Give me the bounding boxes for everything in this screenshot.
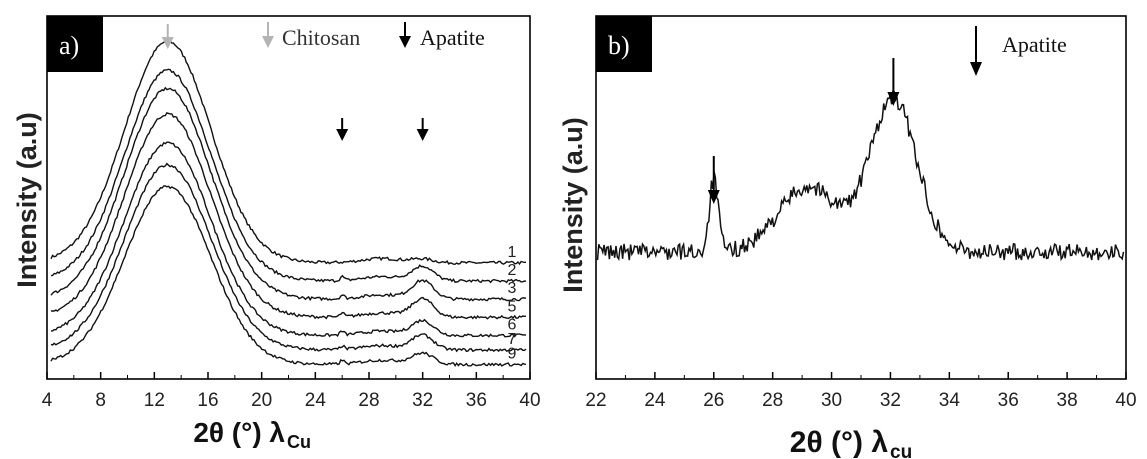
panel-b-x-ticks: 22 24 26 28 30 32 34 36 38 40 (585, 372, 1137, 411)
x-tick-label: 24 (305, 390, 327, 411)
x-tick-label: 22 (585, 390, 606, 411)
x-tick-label: 28 (762, 390, 783, 411)
panel-b-label: b) (608, 31, 630, 60)
series-label-2: 2 (508, 262, 517, 279)
series-line-3 (50, 86, 527, 302)
x-tick-label: 32 (880, 390, 901, 411)
legend-apatite-label: Apatite (420, 25, 485, 50)
legend-apatite-label: Apatite (1002, 32, 1067, 57)
series-line-2 (50, 68, 527, 284)
legend-apatite-arrowhead-icon (970, 62, 982, 76)
x-tick-label: 36 (998, 390, 1019, 411)
legend-chitosan-label: Chitosan (282, 25, 360, 50)
series-label-6: 6 (508, 316, 517, 333)
series-label-3: 3 (508, 280, 517, 297)
panel-b-x-axis-label: 2θ (°) λ (790, 426, 889, 459)
x-tick-label: 20 (251, 390, 272, 411)
panel-b-peak-markers (707, 58, 900, 204)
peak-arrowhead-icon (707, 190, 720, 204)
peak-arrowhead-icon (336, 129, 349, 141)
series-line-1 (50, 39, 527, 266)
x-tick-label: 30 (821, 390, 842, 411)
panel-a-label-box (47, 16, 103, 72)
panel-b-x-axis-subscript: cu (890, 442, 912, 459)
panel-b-series (596, 90, 1125, 262)
legend-chitosan-arrowhead-icon (262, 36, 274, 48)
panel-b-frame (595, 15, 1127, 380)
series-line-7 (50, 162, 527, 353)
panel-a-frame (46, 15, 531, 380)
x-tick-label: 40 (519, 390, 540, 411)
legend-apatite-arrowhead-icon (399, 36, 411, 48)
x-tick-label: 38 (1057, 390, 1078, 411)
panel-a-x-ticks: 4 8 12 16 20 24 28 32 36 40 (42, 372, 541, 411)
series-line (596, 90, 1125, 262)
peak-arrowhead-icon (161, 37, 174, 49)
panel-b-y-axis-label: Intensity (a.u) (558, 117, 588, 293)
panel-a-series (50, 39, 527, 368)
x-tick-label: 24 (644, 390, 666, 411)
x-tick-label: 28 (358, 390, 379, 411)
x-tick-label: 32 (412, 390, 433, 411)
series-line-9 (50, 185, 527, 368)
x-tick-label: 40 (1115, 390, 1136, 411)
panel-a-x-axis-label: 2θ (°) λ (193, 417, 285, 448)
x-tick-label: 16 (197, 390, 218, 411)
series-label-7: 7 (508, 331, 517, 348)
x-tick-label: 26 (703, 390, 724, 411)
x-tick-label: 8 (95, 390, 106, 411)
panel-b: b) 22 24 26 28 30 32 34 36 38 40 Apatite Intensit… (558, 15, 1137, 459)
peak-arrowhead-icon (416, 129, 429, 141)
x-tick-label: 12 (144, 390, 165, 411)
panel-a-label: a) (59, 31, 79, 60)
series-label-1: 1 (508, 244, 517, 261)
x-tick-label: 34 (939, 390, 961, 411)
series-line-6 (51, 141, 527, 338)
series-label-9: 9 (508, 345, 517, 362)
panel-a-y-axis-label: Intensity (a.u) (12, 112, 42, 288)
series-label-5: 5 (508, 298, 517, 315)
x-tick-label: 36 (466, 390, 487, 411)
panel-a-x-axis-subscript: Cu (287, 432, 311, 452)
series-line-5 (51, 111, 527, 320)
x-tick-label: 4 (42, 390, 53, 411)
peak-arrowhead-icon (887, 92, 900, 106)
panel-a-legend: Chitosan Apatite (262, 22, 485, 50)
panel-b-legend: Apatite (970, 26, 1067, 76)
panel-a-peak-markers (161, 24, 429, 141)
panel-b-label-box (596, 16, 652, 72)
